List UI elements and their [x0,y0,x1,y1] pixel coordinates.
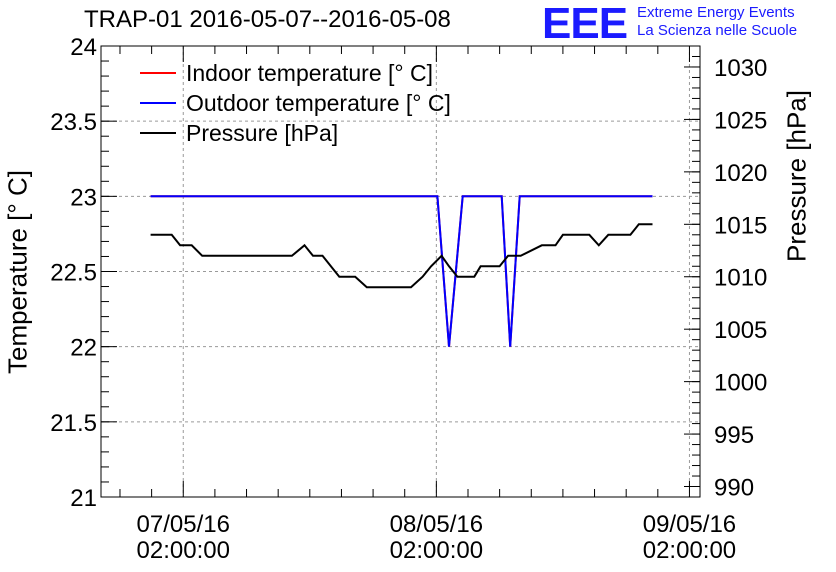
x-tick-label-time: 02:00:00 [390,537,483,564]
legend-label-pressure: Pressure [hPa] [186,119,339,146]
chart-title: TRAP-01 2016-05-07--2016-05-08 [84,6,451,33]
y-tick-label-left: 22 [70,335,97,362]
series-line-1 [150,195,653,347]
y-tick-label-right: 1015 [714,212,767,239]
y-tick-label-right: 1030 [714,55,767,82]
legend-label-outdoor: Outdoor temperature [° C] [186,89,451,116]
y-axis-label-right: Pressure [hPa] [781,90,812,262]
logo-caption-line1: Extreme Energy Events [637,4,795,21]
legend-swatch-indoor [140,72,176,74]
legend-item-pressure: Pressure [hPa] [140,118,451,148]
y-tick-label-right: 1010 [714,265,767,292]
y-tick-label-right: 1005 [714,317,767,344]
y-tick-label-left: 24 [70,34,97,61]
eee-logo: EEE [542,0,628,48]
y-tick-label-right: 995 [714,422,754,449]
x-tick-label-date: 09/05/16 [643,511,736,538]
y-tick-label-left: 23.5 [50,109,97,136]
y-tick-label-right: 1020 [714,160,767,187]
x-tick-label-date: 07/05/16 [137,511,230,538]
x-tick-label-time: 02:00:00 [137,537,230,564]
y-axis-label-left: Temperature [° C] [2,169,33,375]
y-tick-label-right: 990 [714,475,754,502]
y-tick-label-left: 21 [70,485,97,512]
legend-label-indoor: Indoor temperature [° C] [186,59,433,86]
legend-swatch-outdoor [140,102,176,104]
y-tick-label-right: 1000 [714,370,767,397]
x-tick-label-date: 08/05/16 [390,511,483,538]
logo-caption-line2: La Scienza nelle Scuole [637,22,798,39]
axes: 21 21.5 22 22.5 23 23.5 24 990 995 1000 1005 1010 10… [50,34,767,564]
y-tick-label-right: 1025 [714,107,767,134]
series [150,195,653,347]
series-line-2 [150,223,653,289]
plot-frame [100,45,701,498]
y-tick-label-left: 22.5 [50,260,97,287]
y-tick-label-left: 23 [70,184,97,211]
legend: Indoor temperature [° C] Outdoor tempera… [140,58,451,148]
y-tick-label-left: 21.5 [50,410,97,437]
legend-item-indoor: Indoor temperature [° C] [140,58,451,88]
logo-caption: Extreme Energy Events La Scienza nelle S… [637,4,797,40]
x-tick-label-time: 02:00:00 [643,537,736,564]
legend-swatch-pressure [140,132,176,134]
legend-item-outdoor: Outdoor temperature [° C] [140,88,451,118]
